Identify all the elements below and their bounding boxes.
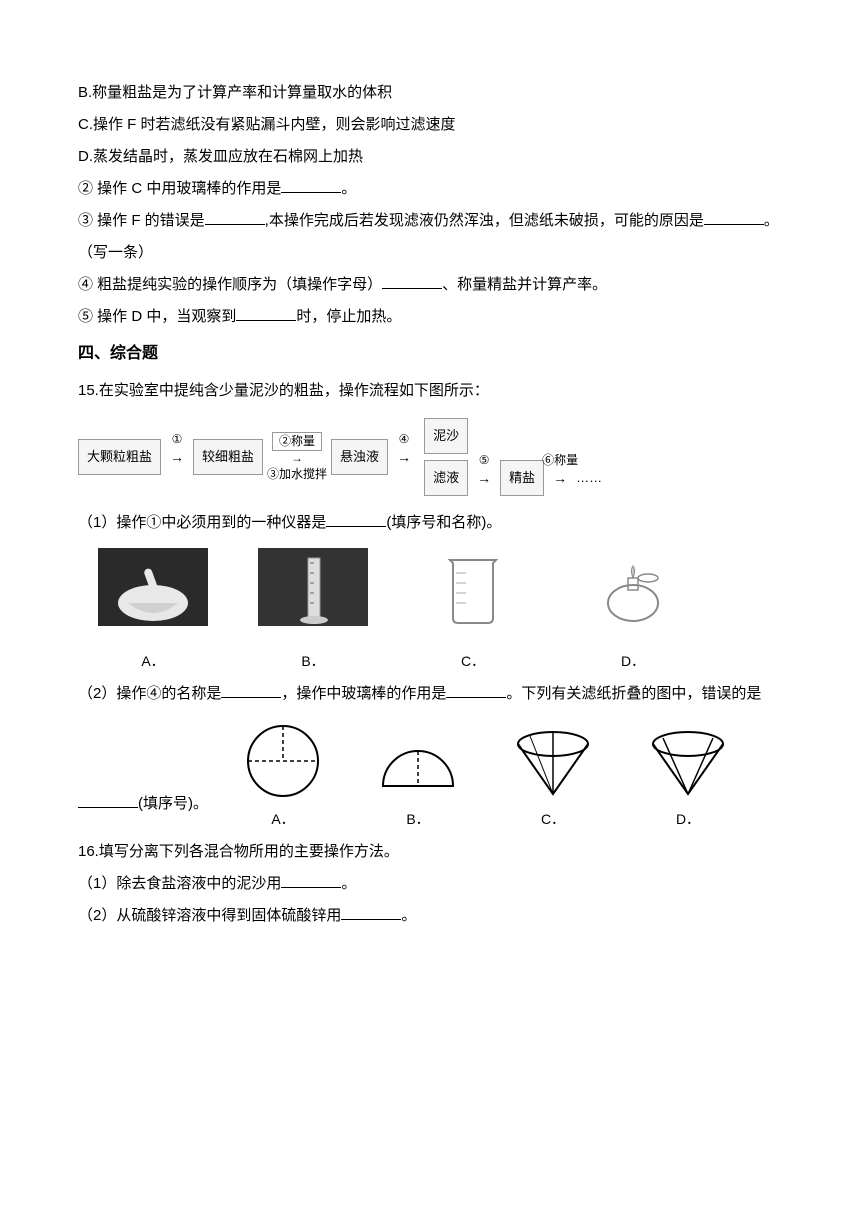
- sub-5-text-a: ⑤ 操作 D 中，当观察到: [78, 308, 236, 325]
- q15-part2: （2）操作④的名称是 ，操作中玻璃棒的作用是 。下列有关滤纸折叠的图中，错误的是: [78, 679, 782, 709]
- img-label-a: A．: [141, 647, 164, 675]
- q15-1-text-a: （1）操作①中必须用到的一种仪器是: [78, 514, 326, 531]
- fold-images: A． B． C． D．: [238, 721, 733, 833]
- flow-box-4: 泥沙: [424, 418, 468, 454]
- section-4-title: 四、综合题: [78, 338, 782, 370]
- blank[interactable]: [704, 210, 764, 225]
- q15-1-text-b: (填序号和名称)。: [386, 514, 501, 531]
- q16-2-text-b: 。: [401, 907, 416, 924]
- q16-1-text-a: （1）除去食盐溶液中的泥沙用: [78, 875, 281, 892]
- flowchart: 大颗粒粗盐 →① 较细粗盐 ②称量 → ③加水搅拌 悬浊液 →④ 泥沙 滤液 →…: [78, 418, 782, 496]
- fold-d-diagram: [643, 726, 733, 801]
- fold-c-diagram: [508, 726, 598, 801]
- arrow-icon: →⑥称量: [548, 464, 572, 492]
- fold-label-c: C．: [541, 805, 565, 833]
- q16-intro: 16.填写分离下列各混合物所用的主要操作方法。: [78, 837, 782, 867]
- q15-2-text-d: (填序号)。: [138, 795, 208, 812]
- blank[interactable]: [382, 274, 442, 289]
- blank[interactable]: [236, 306, 296, 321]
- sub-2-text-a: ② 操作 C 中用玻璃棒的作用是: [78, 180, 281, 197]
- mortar-image: [98, 548, 208, 643]
- q15-part1: （1）操作①中必须用到的一种仪器是 (填序号和名称)。: [78, 508, 782, 538]
- cylinder-image: [258, 548, 368, 643]
- arrow-icon: →: [291, 451, 303, 467]
- blank[interactable]: [281, 873, 341, 888]
- arrow-label-2-bot: ③加水搅拌: [267, 467, 327, 483]
- arrow-icon: →④: [392, 443, 416, 471]
- q16-part2: （2）从硫酸锌溶液中得到固体硫酸锌用 。: [78, 901, 782, 931]
- fold-label-a: A．: [271, 805, 294, 833]
- q16-2-text-a: （2）从硫酸锌溶液中得到固体硫酸锌用: [78, 907, 341, 924]
- fold-b-diagram: [373, 741, 463, 801]
- q16-1-text-b: 。: [341, 875, 356, 892]
- alcohol-lamp-image: [578, 548, 688, 643]
- flow-dots: ……: [576, 465, 602, 491]
- flow-box-1: 大颗粒粗盐: [78, 439, 161, 475]
- arrow-label-1: ①: [172, 427, 183, 451]
- q16-part1: （1）除去食盐溶液中的泥沙用 。: [78, 869, 782, 899]
- arrow-icon: →①: [165, 443, 189, 471]
- arrow-label-6: ⑥称量: [542, 448, 578, 472]
- blank[interactable]: [78, 793, 138, 808]
- fold-a-diagram: [238, 721, 328, 801]
- sub-3-text-c: 。: [764, 212, 779, 229]
- sub-5: ⑤ 操作 D 中，当观察到 时，停止加热。: [78, 302, 782, 332]
- fold-label-b: B．: [406, 805, 429, 833]
- sub-3-text-b: ,本操作完成后若发现滤液仍然浑浊，但滤纸未破损，可能的原因是: [265, 212, 704, 229]
- q15-2-text-a: （2）操作④的名称是: [78, 685, 221, 702]
- arrow-label-2-top: ②称量: [272, 432, 322, 452]
- img-label-b: B．: [301, 647, 324, 675]
- sub-4-text-a: ④ 粗盐提纯实验的操作顺序为（填操作字母）: [78, 276, 382, 293]
- arrow-label-5: ⑤: [479, 448, 490, 472]
- option-d: D.蒸发结晶时，蒸发皿应放在石棉网上加热: [78, 142, 782, 172]
- sub-3: ③ 操作 F 的错误是 ,本操作完成后若发现滤液仍然浑浊，但滤纸未破损，可能的原因…: [78, 206, 782, 236]
- sub-2-text-b: 。: [341, 180, 356, 197]
- beaker-image: [418, 548, 528, 643]
- flow-box-5: 滤液: [424, 460, 468, 496]
- arrow-icon: →⑤: [472, 464, 496, 492]
- blank[interactable]: [341, 905, 401, 920]
- q15-intro: 15.在实验室中提纯含少量泥沙的粗盐，操作流程如下图所示：: [78, 376, 782, 406]
- blank[interactable]: [326, 512, 386, 527]
- blank[interactable]: [205, 210, 265, 225]
- sub-3-hint: （写一条）: [78, 238, 782, 268]
- arrow-label-3: ④: [399, 427, 410, 451]
- option-b: B.称量粗盐是为了计算产率和计算量取水的体积: [78, 78, 782, 108]
- q15-2-text-b: ，操作中玻璃棒的作用是: [281, 685, 446, 702]
- flow-box-2: 较细粗盐: [193, 439, 263, 475]
- blank[interactable]: [446, 683, 506, 698]
- sub-4-text-b: 、称量精盐并计算产率。: [442, 276, 607, 293]
- img-label-d: D．: [621, 647, 645, 675]
- img-label-c: C．: [461, 647, 485, 675]
- sub-3-text-a: ③ 操作 F 的错误是: [78, 212, 205, 229]
- flow-box-3: 悬浊液: [331, 439, 388, 475]
- q15-2-text-c: 。下列有关滤纸折叠的图中，错误的是: [506, 685, 761, 702]
- instrument-images: A． B． C． D．: [98, 548, 782, 675]
- fold-label-d: D．: [676, 805, 700, 833]
- sub-5-text-b: 时，停止加热。: [296, 308, 401, 325]
- sub-4: ④ 粗盐提纯实验的操作顺序为（填操作字母） 、称量精盐并计算产率。: [78, 270, 782, 300]
- blank[interactable]: [281, 178, 341, 193]
- blank[interactable]: [221, 683, 281, 698]
- option-c: C.操作 F 时若滤纸没有紧贴漏斗内壁，则会影响过滤速度: [78, 110, 782, 140]
- sub-2: ② 操作 C 中用玻璃棒的作用是 。: [78, 174, 782, 204]
- flow-box-6: 精盐: [500, 460, 544, 496]
